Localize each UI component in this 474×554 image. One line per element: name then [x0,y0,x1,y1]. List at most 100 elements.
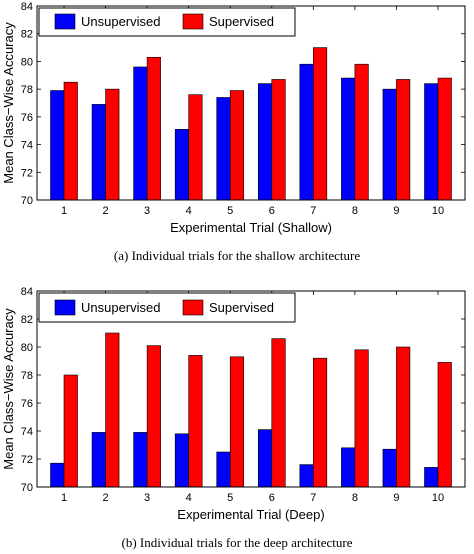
bar-supervised-10 [437,362,452,488]
bar-unsupervised-10 [424,467,439,488]
bar-supervised-6 [271,338,286,488]
y-tick-label: 80 [21,56,33,68]
bar-group [50,47,452,201]
y-tick-label: 82 [21,314,33,326]
x-tick-label: 6 [269,205,275,217]
bar-unsupervised-4 [174,433,189,488]
y-tick-label: 74 [21,140,33,152]
bar-supervised-7 [313,357,328,488]
x-tick-label: 2 [103,492,109,504]
bar-supervised-1 [63,374,78,488]
x-tick-label: 5 [227,205,233,217]
plot-area [36,5,466,201]
bar-unsupervised-1 [50,90,65,201]
bar-unsupervised-8 [341,77,356,201]
bar-unsupervised-3 [133,66,148,201]
legend: Unsupervised Supervised [38,7,296,37]
x-tick-label: 4 [186,492,192,504]
x-axis-label: Experimental Trial (Shallow) [170,220,332,235]
y-tick-label: 80 [21,342,33,354]
bar-supervised-9 [396,346,411,488]
y-tick-label: 78 [21,84,33,96]
bar-supervised-8 [354,63,369,201]
x-tick-label: 7 [310,492,316,504]
bar-supervised-4 [188,355,203,488]
bar-unsupervised-2 [91,104,106,201]
legend-swatch-supervised [182,299,204,316]
x-tick-label: 2 [103,205,109,217]
bar-supervised-2 [105,332,120,488]
bar-unsupervised-3 [133,432,148,488]
bar-unsupervised-6 [257,429,273,488]
bar-unsupervised-2 [91,432,106,488]
x-tick-label: 9 [393,205,399,217]
legend-box [38,7,296,37]
bar-supervised-3 [146,345,161,488]
y-axis-ticks: 70 72 74 76 78 80 82 84 [21,1,465,207]
x-tick-label: 10 [432,492,444,504]
y-tick-label: 72 [21,454,33,466]
bar-unsupervised-1 [50,462,65,488]
x-tick-label: 6 [269,492,275,504]
x-tick-label: 7 [310,205,316,217]
x-tick-label: 10 [432,205,444,217]
y-tick-label: 82 [21,29,33,41]
bar-unsupervised-10 [424,83,439,201]
bar-unsupervised-5 [216,451,231,488]
bar-supervised-4 [188,94,203,201]
plot-area [36,290,466,488]
bar-supervised-5 [229,356,245,488]
bar-unsupervised-8 [341,447,356,488]
y-tick-label: 84 [21,286,33,298]
y-tick-label: 84 [21,1,33,13]
bar-supervised-7 [313,47,328,201]
bar-supervised-3 [146,56,161,201]
y-tick-label: 78 [21,370,33,382]
x-axis-ticks: 1 2 3 4 5 6 7 8 9 10 [61,291,444,504]
x-tick-label: 1 [61,205,67,217]
x-tick-label: 3 [144,492,150,504]
bar-unsupervised-5 [216,97,231,201]
legend: Unsupervised Supervised [38,292,296,323]
bar-group [50,332,452,488]
legend-label-unsupervised: Unsupervised [81,14,161,29]
caption: (b) Individual trials for the deep archi… [121,535,352,550]
bar-supervised-5 [229,90,245,201]
x-axis-label: Experimental Trial (Deep) [177,507,324,522]
bar-supervised-10 [437,77,452,201]
x-tick-label: 3 [144,205,150,217]
bar-unsupervised-9 [382,88,397,201]
bar-unsupervised-7 [299,464,314,488]
y-axis-label: Mean Class−Wise Accuracy [1,308,16,470]
x-tick-label: 8 [352,205,358,217]
caption: (a) Individual trials for the shallow ar… [114,248,360,263]
bar-unsupervised-6 [257,83,273,201]
legend-swatch-unsupervised [54,13,76,30]
y-tick-label: 70 [21,482,33,494]
bar-supervised-6 [271,79,286,201]
bar-supervised-9 [396,79,411,201]
legend-swatch-supervised [182,13,204,30]
x-tick-label: 5 [227,492,233,504]
bar-unsupervised-9 [382,448,397,488]
legend-label-unsupervised: Unsupervised [81,300,161,315]
y-tick-label: 72 [21,167,33,179]
y-tick-label: 76 [21,398,33,410]
y-tick-label: 70 [21,195,33,207]
legend-box [38,292,296,323]
bar-unsupervised-7 [299,63,314,201]
x-tick-label: 1 [61,492,67,504]
legend-swatch-unsupervised [54,299,76,316]
bar-supervised-1 [63,81,78,201]
y-axis-ticks: 70 72 74 76 78 80 82 84 [21,286,465,494]
bar-unsupervised-4 [174,129,189,201]
bar-supervised-8 [354,349,369,488]
legend-label-supervised: Supervised [209,14,274,29]
x-tick-label: 4 [186,205,192,217]
legend-label-supervised: Supervised [209,300,274,315]
y-axis-label: Mean Class−Wise Accuracy [1,22,16,184]
x-tick-label: 8 [352,492,358,504]
y-tick-label: 74 [21,426,33,438]
x-tick-label: 9 [393,492,399,504]
